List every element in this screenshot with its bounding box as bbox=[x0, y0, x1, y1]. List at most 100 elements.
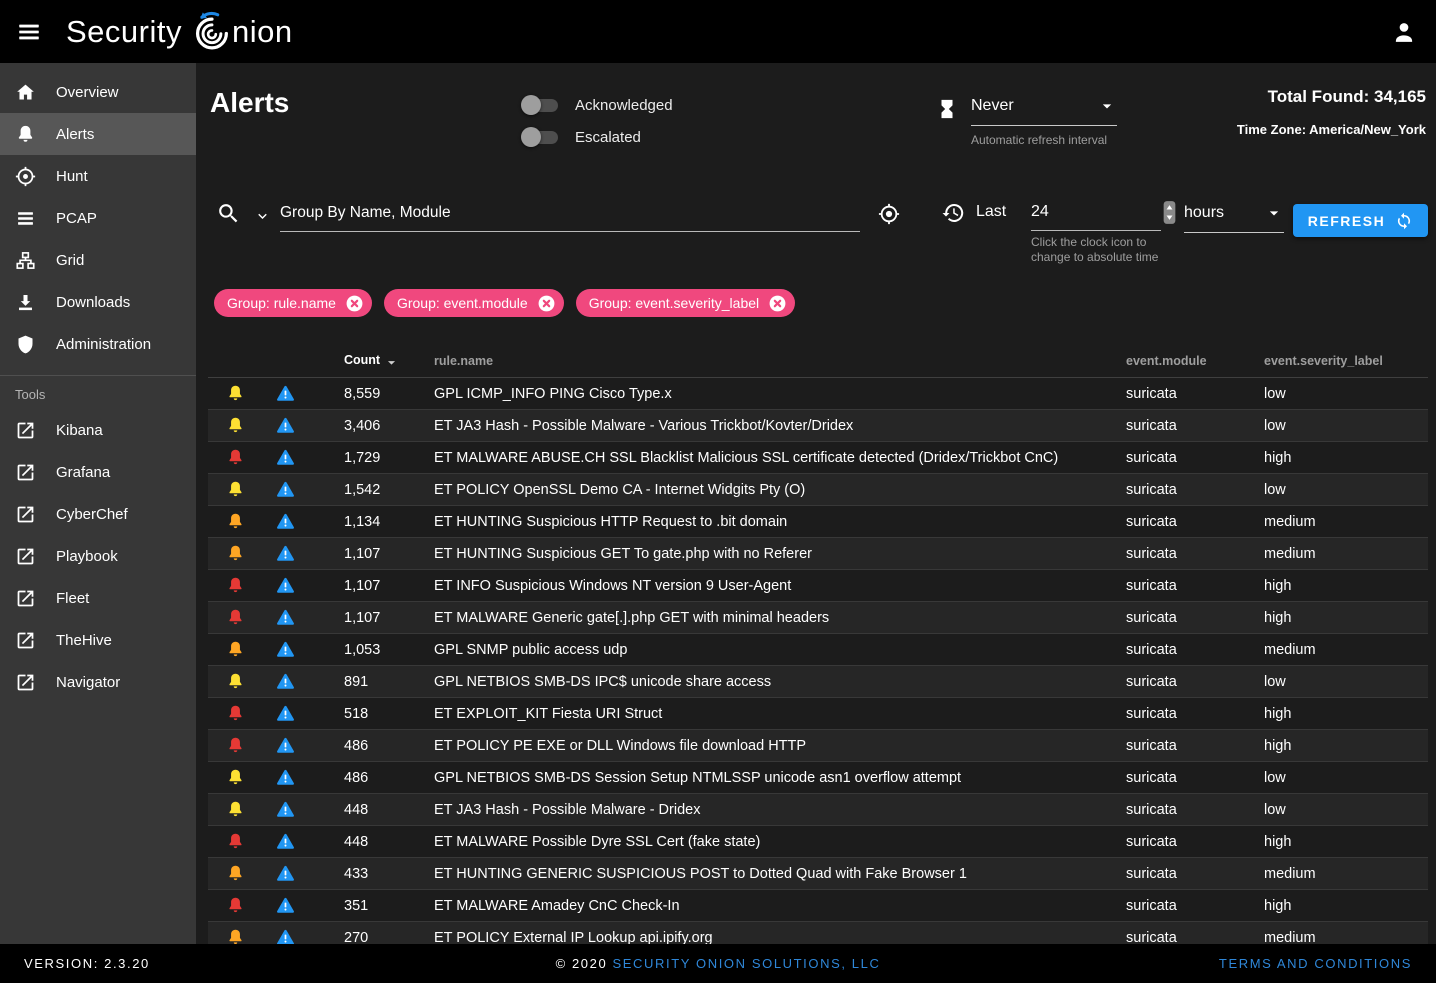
event-module-cell[interactable]: suricata bbox=[1126, 737, 1177, 754]
severity-bell-icon[interactable] bbox=[226, 736, 245, 755]
sidebar-item-hunt[interactable]: Hunt bbox=[0, 155, 196, 197]
info-triangle-icon[interactable] bbox=[276, 608, 295, 627]
severity-bell-icon[interactable] bbox=[226, 800, 245, 819]
sidebar-tool-thehive[interactable]: TheHive bbox=[0, 619, 196, 661]
sidebar-tool-fleet[interactable]: Fleet bbox=[0, 577, 196, 619]
event-module-cell[interactable]: suricata bbox=[1126, 449, 1177, 466]
severity-bell-icon[interactable] bbox=[226, 768, 245, 787]
alert-row[interactable]: 448 ET MALWARE Possible Dyre SSL Cert (fa… bbox=[208, 826, 1428, 858]
count-cell[interactable]: 1,107 bbox=[344, 609, 381, 626]
count-cell[interactable]: 270 bbox=[344, 929, 369, 945]
sidebar-item-overview[interactable]: Overview bbox=[0, 71, 196, 113]
count-cell[interactable]: 8,559 bbox=[344, 385, 381, 402]
chevron-down-icon[interactable] bbox=[254, 208, 271, 225]
count-cell[interactable]: 351 bbox=[344, 897, 369, 914]
event-module-cell[interactable]: suricata bbox=[1126, 417, 1177, 434]
rule-name-cell[interactable]: ET MALWARE Possible Dyre SSL Cert (fake … bbox=[434, 833, 761, 850]
alert-row[interactable]: 3,406 ET JA3 Hash - Possible Malware - Va… bbox=[208, 410, 1428, 442]
rule-name-cell[interactable]: ET POLICY OpenSSL Demo CA - Internet Wid… bbox=[434, 481, 806, 498]
sidebar-item-administration[interactable]: Administration bbox=[0, 323, 196, 365]
terms-and-conditions-link[interactable]: TERMS AND CONDITIONS bbox=[1218, 956, 1412, 971]
info-triangle-icon[interactable] bbox=[276, 800, 295, 819]
alert-row[interactable]: 891 GPL NETBIOS SMB-DS IPC$ unicode share… bbox=[208, 666, 1428, 698]
column-header-rule-name[interactable]: rule.name bbox=[434, 354, 494, 368]
info-triangle-icon[interactable] bbox=[276, 512, 295, 531]
severity-bell-icon[interactable] bbox=[226, 832, 245, 851]
query-input[interactable] bbox=[280, 188, 860, 232]
user-account-button[interactable] bbox=[1384, 12, 1424, 52]
severity-bell-icon[interactable] bbox=[226, 928, 245, 944]
alert-row[interactable]: 486 GPL NETBIOS SMB-DS Session Setup NTML… bbox=[208, 762, 1428, 794]
severity-label-cell[interactable]: medium bbox=[1264, 865, 1316, 882]
info-triangle-icon[interactable] bbox=[276, 832, 295, 851]
event-module-cell[interactable]: suricata bbox=[1126, 929, 1177, 945]
severity-label-cell[interactable]: medium bbox=[1264, 513, 1316, 530]
rule-name-cell[interactable]: GPL NETBIOS SMB-DS IPC$ unicode share ac… bbox=[434, 673, 772, 690]
time-range-value-input[interactable] bbox=[1031, 188, 1161, 231]
alert-row[interactable]: 1,542 ET POLICY OpenSSL Demo CA - Interne… bbox=[208, 474, 1428, 506]
number-stepper-icon[interactable] bbox=[1163, 200, 1176, 225]
rule-name-cell[interactable]: ET HUNTING Suspicious HTTP Request to .b… bbox=[434, 513, 788, 530]
alert-row[interactable]: 486 ET POLICY PE EXE or DLL Windows file … bbox=[208, 730, 1428, 762]
chip-close-icon[interactable] bbox=[345, 294, 364, 313]
search-icon[interactable] bbox=[216, 201, 241, 226]
rule-name-cell[interactable]: ET POLICY External IP Lookup api.ipify.o… bbox=[434, 929, 713, 945]
alert-row[interactable]: 351 ET MALWARE Amadey CnC Check-In suricat… bbox=[208, 890, 1428, 922]
severity-label-cell[interactable]: low bbox=[1264, 673, 1286, 690]
event-module-cell[interactable]: suricata bbox=[1126, 673, 1177, 690]
count-cell[interactable]: 1,107 bbox=[344, 545, 381, 562]
info-triangle-icon[interactable] bbox=[276, 928, 295, 944]
severity-label-cell[interactable]: high bbox=[1264, 609, 1292, 626]
rule-name-cell[interactable]: ET MALWARE ABUSE.CH SSL Blacklist Malici… bbox=[434, 449, 1059, 466]
event-module-cell[interactable]: suricata bbox=[1126, 833, 1177, 850]
event-module-cell[interactable]: suricata bbox=[1126, 769, 1177, 786]
alert-row[interactable]: 1,134 ET HUNTING Suspicious HTTP Request … bbox=[208, 506, 1428, 538]
info-triangle-icon[interactable] bbox=[276, 448, 295, 467]
severity-bell-icon[interactable] bbox=[226, 608, 245, 627]
info-triangle-icon[interactable] bbox=[276, 768, 295, 787]
rule-name-cell[interactable]: ET HUNTING GENERIC SUSPICIOUS POST to Do… bbox=[434, 865, 967, 882]
alert-row[interactable]: 1,107 ET INFO Suspicious Windows NT versi… bbox=[208, 570, 1428, 602]
chip-close-icon[interactable] bbox=[537, 294, 556, 313]
sidebar-item-alerts[interactable]: Alerts bbox=[0, 113, 196, 155]
info-triangle-icon[interactable] bbox=[276, 416, 295, 435]
alert-row[interactable]: 448 ET JA3 Hash - Possible Malware - Drid… bbox=[208, 794, 1428, 826]
count-cell[interactable]: 486 bbox=[344, 769, 369, 786]
event-module-cell[interactable]: suricata bbox=[1126, 513, 1177, 530]
severity-label-cell[interactable]: low bbox=[1264, 769, 1286, 786]
company-link[interactable]: SECURITY ONION SOLUTIONS, LLC bbox=[612, 956, 881, 971]
count-cell[interactable]: 1,542 bbox=[344, 481, 381, 498]
count-cell[interactable]: 448 bbox=[344, 833, 369, 850]
count-cell[interactable]: 448 bbox=[344, 801, 369, 818]
sidebar-tool-playbook[interactable]: Playbook bbox=[0, 535, 196, 577]
severity-label-cell[interactable]: low bbox=[1264, 385, 1286, 402]
rule-name-cell[interactable]: ET HUNTING Suspicious GET To gate.php wi… bbox=[434, 545, 812, 562]
sidebar-item-downloads[interactable]: Downloads bbox=[0, 281, 196, 323]
refresh-button[interactable]: REFRESH bbox=[1293, 204, 1428, 237]
filter-chip[interactable]: Group: event.module bbox=[383, 289, 564, 317]
rule-name-cell[interactable]: ET INFO Suspicious Windows NT version 9 … bbox=[434, 577, 792, 594]
severity-bell-icon[interactable] bbox=[226, 384, 245, 403]
severity-label-cell[interactable]: high bbox=[1264, 897, 1292, 914]
severity-bell-icon[interactable] bbox=[226, 448, 245, 467]
info-triangle-icon[interactable] bbox=[276, 896, 295, 915]
count-cell[interactable]: 486 bbox=[344, 737, 369, 754]
acknowledged-toggle[interactable]: Acknowledged bbox=[521, 93, 673, 118]
severity-bell-icon[interactable] bbox=[226, 672, 245, 691]
filter-chip[interactable]: Group: rule.name bbox=[214, 289, 372, 317]
rule-name-cell[interactable]: ET JA3 Hash - Possible Malware - Dridex bbox=[434, 801, 701, 818]
severity-bell-icon[interactable] bbox=[226, 480, 245, 499]
sidebar-item-grid[interactable]: Grid bbox=[0, 239, 196, 281]
event-module-cell[interactable]: suricata bbox=[1126, 897, 1177, 914]
event-module-cell[interactable]: suricata bbox=[1126, 577, 1177, 594]
column-header-severity-label[interactable]: event.severity_label bbox=[1264, 354, 1383, 368]
alert-row[interactable]: 1,053 GPL SNMP public access udp suricata m… bbox=[208, 634, 1428, 666]
info-triangle-icon[interactable] bbox=[276, 736, 295, 755]
filter-chip[interactable]: Group: event.severity_label bbox=[575, 289, 796, 317]
count-cell[interactable]: 433 bbox=[344, 865, 369, 882]
severity-label-cell[interactable]: low bbox=[1264, 481, 1286, 498]
sidebar-tool-grafana[interactable]: Grafana bbox=[0, 451, 196, 493]
count-cell[interactable]: 891 bbox=[344, 673, 369, 690]
severity-label-cell[interactable]: medium bbox=[1264, 545, 1316, 562]
alert-row[interactable]: 518 ET EXPLOIT_KIT Fiesta URI Struct suric… bbox=[208, 698, 1428, 730]
